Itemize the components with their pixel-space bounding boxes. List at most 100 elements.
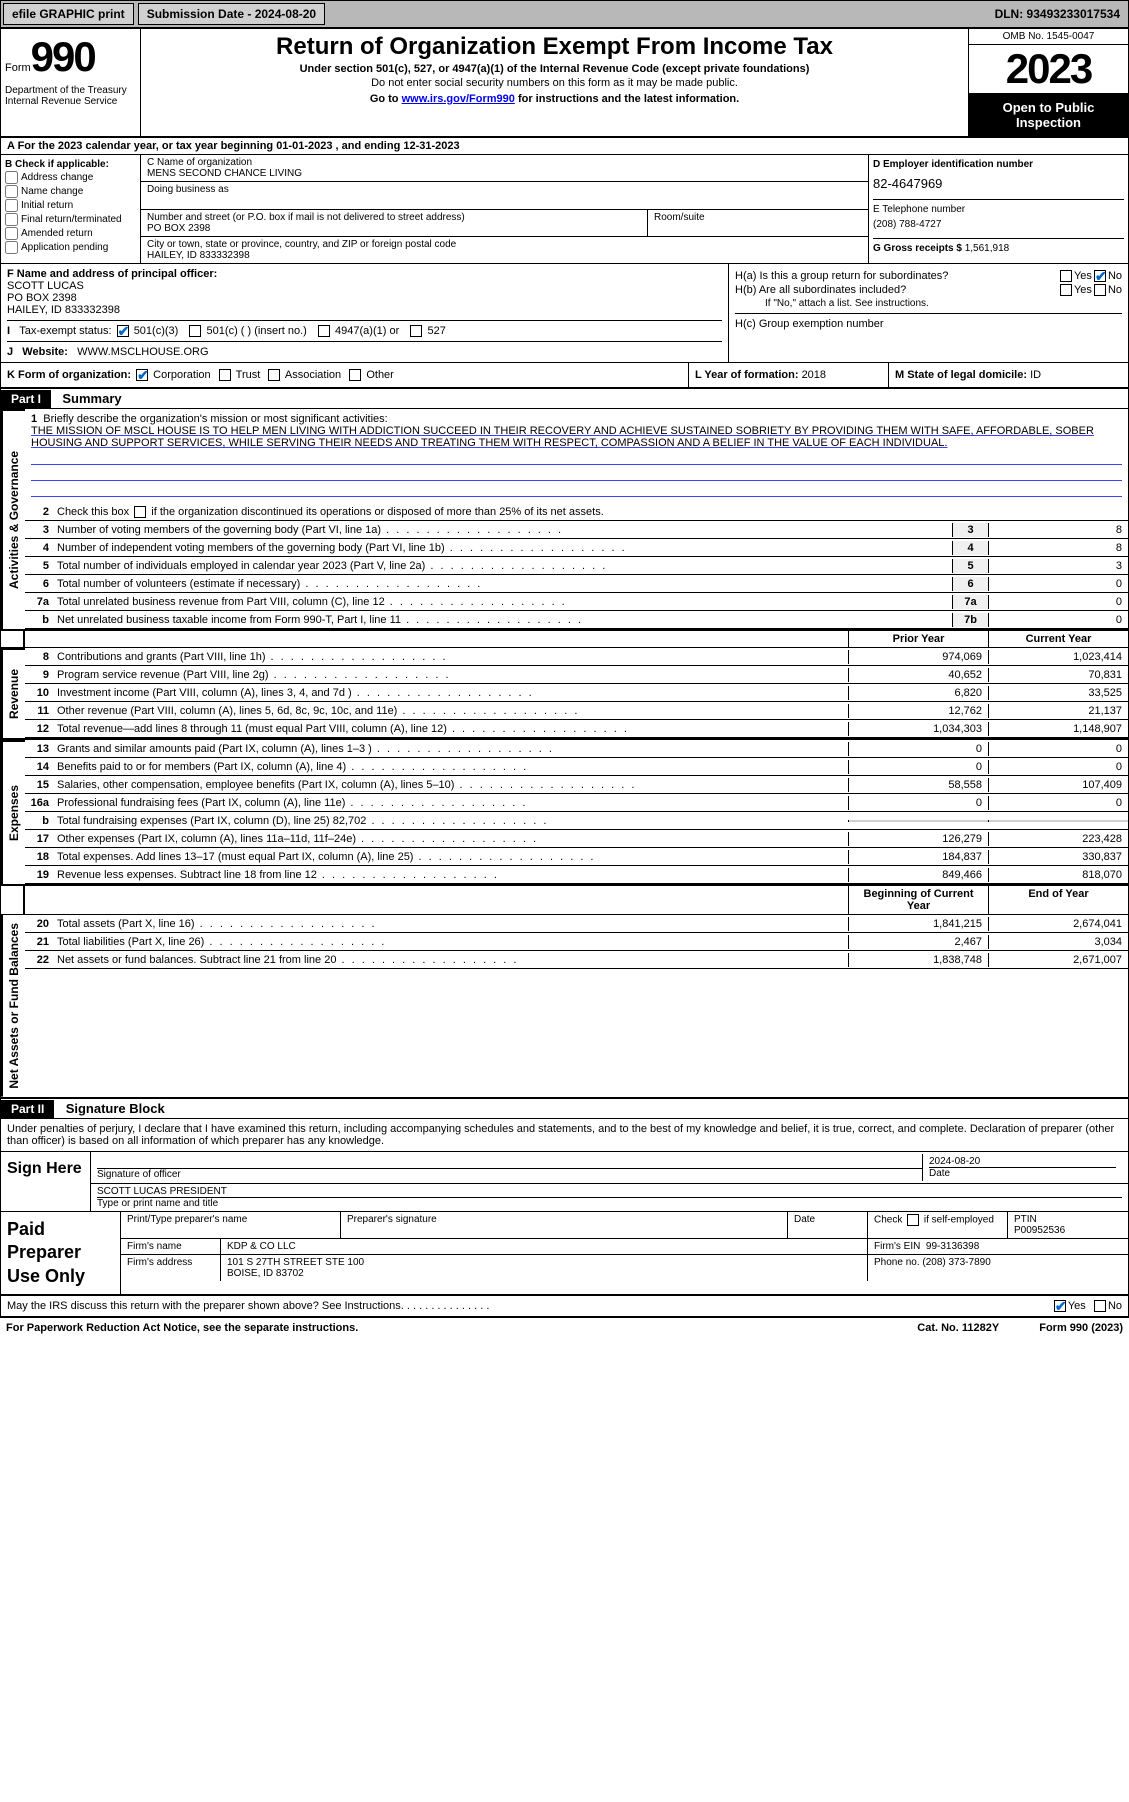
table-row: 22Net assets or fund balances. Subtract … [25, 951, 1128, 969]
discuss-row: May the IRS discuss this return with the… [1, 1296, 1128, 1317]
hb-note: If "No," attach a list. See instructions… [735, 298, 1122, 309]
m-label: M State of legal domicile: [895, 369, 1030, 381]
hb-label: H(b) Are all subordinates included? [735, 284, 1058, 296]
discuss-yes[interactable] [1054, 1300, 1066, 1312]
ha-no[interactable] [1094, 270, 1106, 282]
lbl-501c: 501(c) ( ) (insert no.) [207, 325, 307, 337]
officer-addr2: HAILEY, ID 833332398 [7, 304, 722, 316]
topbar: efile GRAPHIC print Submission Date - 20… [0, 0, 1129, 28]
form-cell: Form 990 Department of the Treasury Inte… [1, 29, 141, 136]
chk-amended[interactable]: Amended return [5, 227, 136, 240]
firm-name-label: Firm's name [121, 1239, 221, 1254]
form-container: Form 990 Department of the Treasury Inte… [0, 28, 1129, 1318]
chk-assoc[interactable] [268, 369, 280, 381]
side-revenue: Revenue [1, 648, 25, 738]
chk-name[interactable]: Name change [5, 185, 136, 198]
chk-pending[interactable]: Application pending [5, 241, 136, 254]
sign-here: Sign Here [1, 1152, 91, 1211]
part1-title: Summary [54, 389, 129, 408]
goto-post: for instructions and the latest informat… [515, 93, 739, 105]
addr-block: Number and street (or P.O. box if mail i… [141, 210, 648, 236]
k-label: K Form of organization: [7, 369, 131, 381]
irs-link[interactable]: www.irs.gov/Form990 [402, 93, 515, 105]
hb-no[interactable] [1094, 284, 1106, 296]
preparer-row: Paid Preparer Use Only Print/Type prepar… [1, 1212, 1128, 1296]
rev-header: Prior Year Current Year [1, 629, 1128, 648]
chk-initial[interactable]: Initial return [5, 199, 136, 212]
form-word: Form [5, 62, 31, 74]
fhi-right: H(a) Is this a group return for subordin… [728, 264, 1128, 362]
firm-ein-label: Firm's EIN [874, 1241, 920, 1252]
table-row: 3Number of voting members of the governi… [25, 521, 1128, 539]
phone-label: E Telephone number [873, 204, 1124, 215]
discuss-no[interactable] [1094, 1300, 1106, 1312]
main-title: Return of Organization Exempt From Incom… [145, 33, 964, 61]
sig-date-value: 2024-08-20 [929, 1156, 1116, 1167]
chk-501c[interactable] [189, 325, 201, 337]
discuss-no-lbl: No [1108, 1300, 1122, 1312]
gross-value: 1,561,918 [965, 243, 1010, 254]
perjury-text: Under penalties of perjury, I declare th… [1, 1119, 1128, 1152]
prep-sig-label: Preparer's signature [341, 1212, 788, 1238]
hb-yes[interactable] [1060, 284, 1072, 296]
l2-text: Check this box if the organization disco… [53, 505, 1128, 519]
l1-label: Briefly describe the organization's miss… [43, 413, 387, 425]
city-block: City or town, state or province, country… [141, 237, 868, 263]
lbl-4947: 4947(a)(1) or [335, 325, 399, 337]
table-row: 20Total assets (Part X, line 16)1,841,21… [25, 915, 1128, 933]
table-row: 16aProfessional fundraising fees (Part I… [25, 794, 1128, 812]
ha-no-lbl: No [1108, 270, 1122, 282]
row-a: A For the 2023 calendar year, or tax yea… [1, 138, 1128, 155]
table-row: 12Total revenue—add lines 8 through 11 (… [25, 720, 1128, 738]
chk-527[interactable] [410, 325, 422, 337]
expenses-section: Expenses 13Grants and similar amounts pa… [1, 738, 1128, 884]
dln: DLN: 93493233017534 [987, 4, 1128, 24]
l-label: L Year of formation: [695, 369, 802, 381]
b-label: B Check if applicable: [5, 159, 109, 170]
lbl-trust: Trust [236, 369, 261, 381]
chk-4947[interactable] [318, 325, 330, 337]
ha-yes[interactable] [1060, 270, 1072, 282]
ptin-label: PTIN [1014, 1214, 1122, 1225]
part2-hdr: Part II [1, 1100, 54, 1118]
ptin-value: P00952536 [1014, 1225, 1122, 1236]
room-block: Room/suite [648, 210, 868, 236]
city-label: City or town, state or province, country… [147, 239, 862, 250]
chk-corp[interactable] [136, 369, 148, 381]
c-name-block: C Name of organization MENS SECOND CHANC… [141, 155, 868, 182]
lbl-assoc: Association [285, 369, 341, 381]
chk-discontinued[interactable] [134, 506, 146, 518]
gross-label: G Gross receipts $ [873, 243, 965, 254]
revenue-section: Revenue 8Contributions and grants (Part … [1, 648, 1128, 738]
sig-name-value: SCOTT LUCAS PRESIDENT [97, 1186, 1122, 1197]
firm-addr1: 101 S 27TH STREET STE 100 [227, 1257, 861, 1268]
efile-button[interactable]: efile GRAPHIC print [3, 3, 134, 25]
mission-text: THE MISSION OF MSCL HOUSE IS TO HELP MEN… [31, 425, 1094, 449]
hb-no-lbl: No [1108, 284, 1122, 296]
chk-address[interactable]: Address change [5, 171, 136, 184]
chk-501c3[interactable] [117, 325, 129, 337]
table-row: 7aTotal unrelated business revenue from … [25, 593, 1128, 611]
part2-title: Signature Block [58, 1099, 173, 1118]
chk-self-employed[interactable] [907, 1214, 919, 1226]
part2-header: Part II Signature Block [1, 1099, 1128, 1119]
title-cell: Return of Organization Exempt From Incom… [141, 29, 968, 136]
side-expenses: Expenses [1, 740, 25, 884]
discuss-yes-lbl: Yes [1068, 1300, 1086, 1312]
subtitle: Under section 501(c), 527, or 4947(a)(1)… [145, 63, 964, 75]
governance-section: Activities & Governance 1 Briefly descri… [1, 409, 1128, 629]
chk-other[interactable] [349, 369, 361, 381]
city-value: HAILEY, ID 833332398 [147, 250, 862, 261]
lbl-527: 527 [427, 325, 445, 337]
table-row: bNet unrelated business taxable income f… [25, 611, 1128, 629]
side-net: Net Assets or Fund Balances [1, 915, 25, 1097]
table-row: 6Total number of volunteers (estimate if… [25, 575, 1128, 593]
website-value: WWW.MSCLHOUSE.ORG [77, 346, 208, 358]
chk-trust[interactable] [219, 369, 231, 381]
col-c: C Name of organization MENS SECOND CHANC… [141, 155, 868, 263]
table-row: 10Investment income (Part VIII, column (… [25, 684, 1128, 702]
chk-final[interactable]: Final return/terminated [5, 213, 136, 226]
firm-addr2: BOISE, ID 83702 [227, 1268, 861, 1279]
l-value: 2018 [802, 369, 826, 381]
firm-name: KDP & CO LLC [221, 1239, 868, 1254]
